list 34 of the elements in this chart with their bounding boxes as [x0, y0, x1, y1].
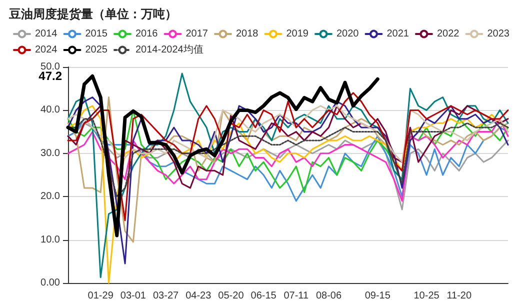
x-tick-label: 07-11 — [284, 290, 309, 302]
x-tick-label: 03-01 — [120, 290, 146, 302]
x-tick-label: 01-29 — [88, 290, 114, 302]
line-series — [66, 74, 380, 238]
legend-label: 2016 — [135, 28, 158, 40]
legend-label: 2021 — [386, 28, 410, 40]
y-tick-label: 30.0 — [40, 148, 60, 159]
legend-label: 2025 — [85, 44, 108, 56]
legend-label: 2023 — [487, 28, 510, 40]
legend-label: 2020 — [336, 28, 360, 40]
legend-label: 2022 — [436, 28, 460, 40]
y-tick-label: 0.00 — [40, 278, 60, 288]
x-tick-label: 08-06 — [316, 290, 342, 302]
y-tick-label: 40.0 — [40, 104, 60, 116]
line-series — [67, 105, 509, 163]
y-tick-label: 20.0 — [40, 191, 60, 202]
x-tick-label: 05-20 — [218, 290, 244, 302]
y-tick-label: 10.0 — [40, 234, 60, 246]
line-series — [67, 92, 509, 222]
x-tick-label: 04-23 — [186, 290, 212, 302]
legend-label: 2024 — [35, 44, 58, 56]
x-tick-label: 11-20 — [446, 290, 472, 302]
x-tick-label: 06-15 — [250, 290, 277, 302]
x-tick-label: 10-25 — [414, 290, 440, 302]
legend-label: 2017 — [186, 28, 208, 40]
x-tick-label: 03-27 — [152, 290, 180, 302]
legend-label: 2018 — [236, 28, 259, 40]
legend-label: 2015 — [85, 28, 108, 40]
legend-label: 2014 — [35, 28, 58, 40]
line-series — [67, 72, 509, 278]
legend-label: 2014-2024均值 — [135, 44, 204, 56]
legend-label: 2019 — [286, 28, 309, 40]
x-tick-label: 09-15 — [364, 290, 391, 302]
chart-title: 豆油周度提货量（单位：万吨） — [8, 7, 177, 21]
